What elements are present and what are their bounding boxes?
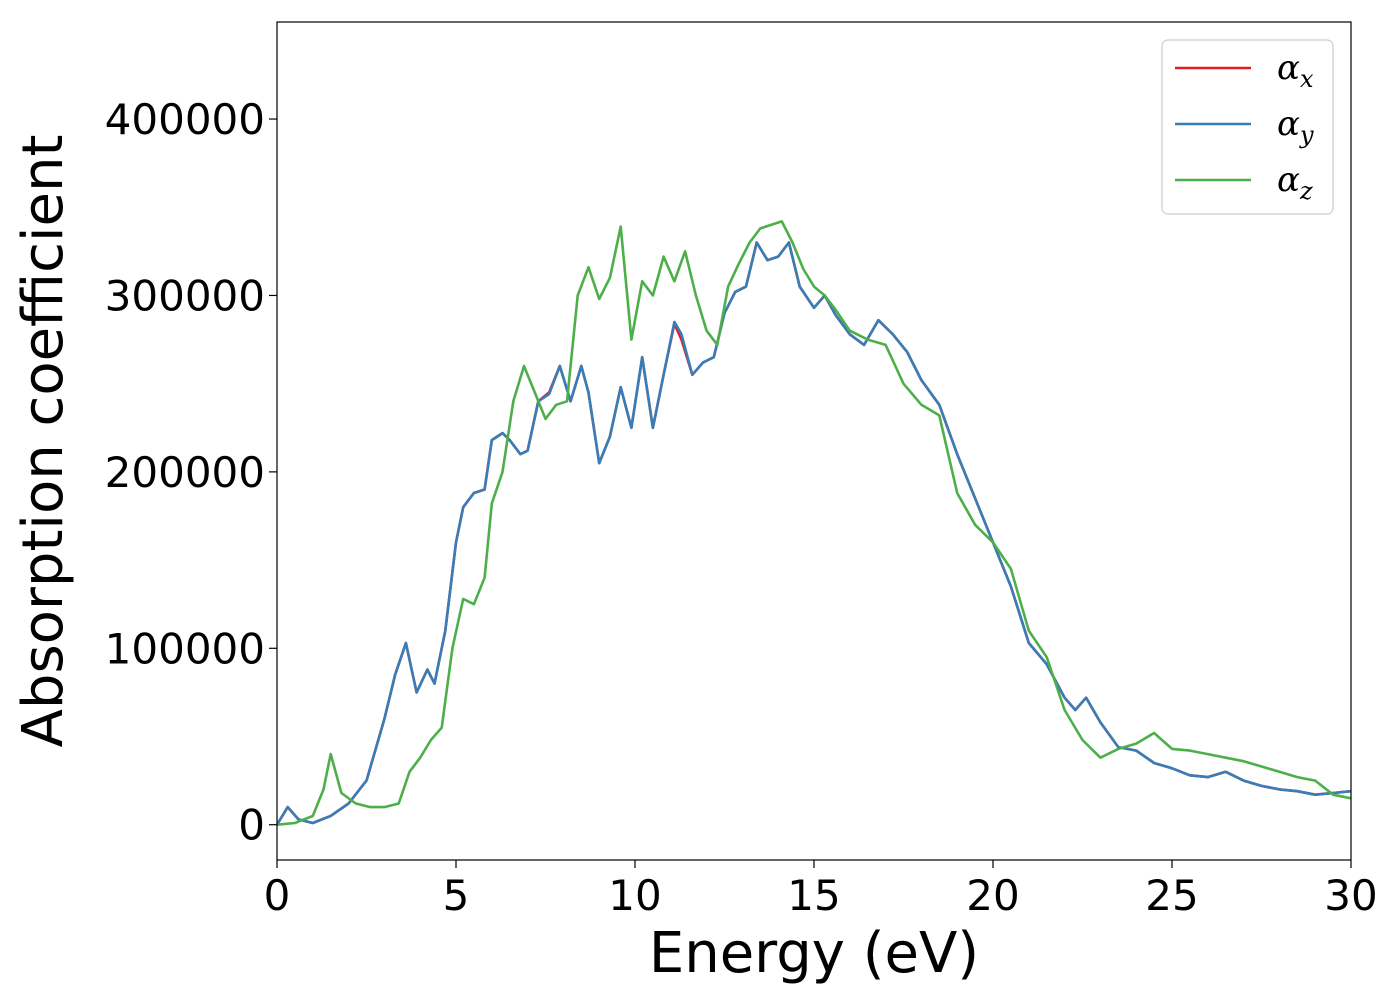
y-tick-label: 0 bbox=[238, 801, 265, 850]
x-axis-ticks: 0 5 10 15 20 25 30 bbox=[264, 860, 1378, 920]
x-tick-label: 5 bbox=[443, 871, 470, 920]
y-tick-label: 100000 bbox=[105, 624, 265, 673]
y-tick-label: 200000 bbox=[105, 448, 265, 497]
series-line-x bbox=[277, 241, 1351, 826]
x-tick-label: 25 bbox=[1145, 871, 1198, 920]
x-tick-label: 20 bbox=[966, 871, 1019, 920]
x-tick-label: 0 bbox=[264, 871, 291, 920]
series-line-y bbox=[277, 241, 1351, 826]
legend-label-z: αz bbox=[1277, 160, 1313, 205]
legend: αx αy αz bbox=[1161, 39, 1334, 215]
y-axis-label: Absorption coefficient bbox=[11, 135, 76, 748]
y-tick-label: 400000 bbox=[105, 95, 265, 144]
legend-label-y: αy bbox=[1277, 104, 1314, 149]
x-axis-label: Energy (eV) bbox=[649, 921, 979, 986]
series-line-z bbox=[277, 220, 1351, 826]
legend-label-x: αx bbox=[1277, 48, 1314, 93]
x-tick-label: 15 bbox=[787, 871, 840, 920]
x-tick-label: 10 bbox=[608, 871, 661, 920]
x-tick-label: 30 bbox=[1324, 871, 1377, 920]
y-tick-label: 300000 bbox=[105, 271, 265, 320]
legend-box bbox=[1161, 39, 1334, 215]
y-axis-ticks: 0 100000 200000 300000 400000 bbox=[105, 95, 277, 850]
series-lines bbox=[277, 220, 1351, 826]
